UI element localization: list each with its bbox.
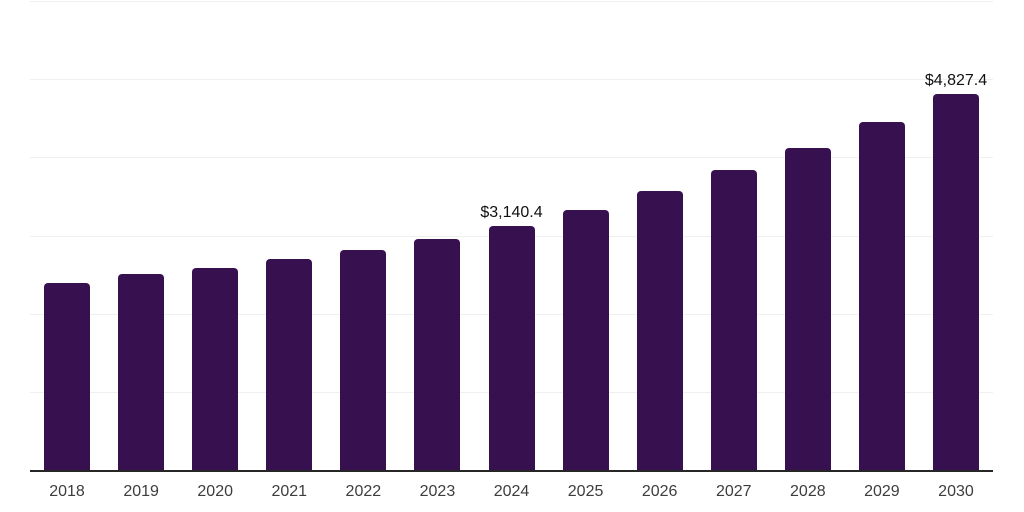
bar-2025 xyxy=(562,209,609,471)
bar-group-2019 xyxy=(104,2,178,471)
gridline xyxy=(30,157,993,159)
bar-value-label-2024: $3,140.4 xyxy=(480,203,543,221)
bar-group-2023 xyxy=(400,2,474,471)
bar-2019 xyxy=(118,273,165,471)
bar-group-2021 xyxy=(252,2,326,471)
x-axis-line xyxy=(30,470,993,472)
bar-2020 xyxy=(192,267,239,471)
bar-2022 xyxy=(340,249,387,471)
x-tick-2022: 2022 xyxy=(345,483,382,500)
x-tick-2023: 2023 xyxy=(419,483,456,500)
x-tick-2027: 2027 xyxy=(715,483,752,500)
bar-group-2025 xyxy=(549,2,623,471)
bar-group-2022 xyxy=(326,2,400,471)
bar-2027 xyxy=(710,169,757,471)
gridline xyxy=(30,1,993,2)
x-tick-2029: 2029 xyxy=(864,483,900,500)
x-tick-2026: 2026 xyxy=(641,483,678,500)
gridline xyxy=(30,79,993,81)
bar-group-2030: $4,827.4 xyxy=(919,2,993,471)
bar-2026 xyxy=(636,190,683,471)
plot-area: $3,140.4 $4,827.4 xyxy=(30,1,993,471)
bar-group-2027 xyxy=(697,2,771,471)
bar-group-2028 xyxy=(771,2,845,471)
bars-container: $3,140.4 $4,827.4 xyxy=(30,2,993,471)
bar-group-2018 xyxy=(30,2,104,471)
x-axis-tick-labels: 2018 2019 2020 2021 2022 2023 2024 2025 2026 2027… xyxy=(30,482,993,501)
bar-group-2029 xyxy=(845,2,919,471)
bar-2021 xyxy=(266,258,313,471)
x-tick-2028: 2028 xyxy=(790,483,826,500)
x-tick-2021: 2021 xyxy=(271,483,308,500)
x-tick-2025: 2025 xyxy=(567,483,604,500)
bar-2028 xyxy=(784,147,831,471)
x-tick-2019: 2019 xyxy=(123,483,159,500)
bar-value-label-2030: $4,827.4 xyxy=(924,71,988,89)
x-tick-2018: 2018 xyxy=(49,483,85,500)
bar-2023 xyxy=(414,238,461,471)
bar-2029 xyxy=(858,122,905,471)
x-tick-2030: 2030 xyxy=(938,483,974,500)
bar-group-2020 xyxy=(178,2,252,471)
bar-group-2024: $3,140.4 xyxy=(474,2,548,471)
x-tick-2024: 2024 xyxy=(493,483,530,500)
bar-2018 xyxy=(44,282,91,471)
bar-2024 xyxy=(488,225,535,471)
bar-group-2026 xyxy=(623,2,697,471)
x-tick-2020: 2020 xyxy=(197,483,233,500)
bar-2030 xyxy=(932,93,979,471)
